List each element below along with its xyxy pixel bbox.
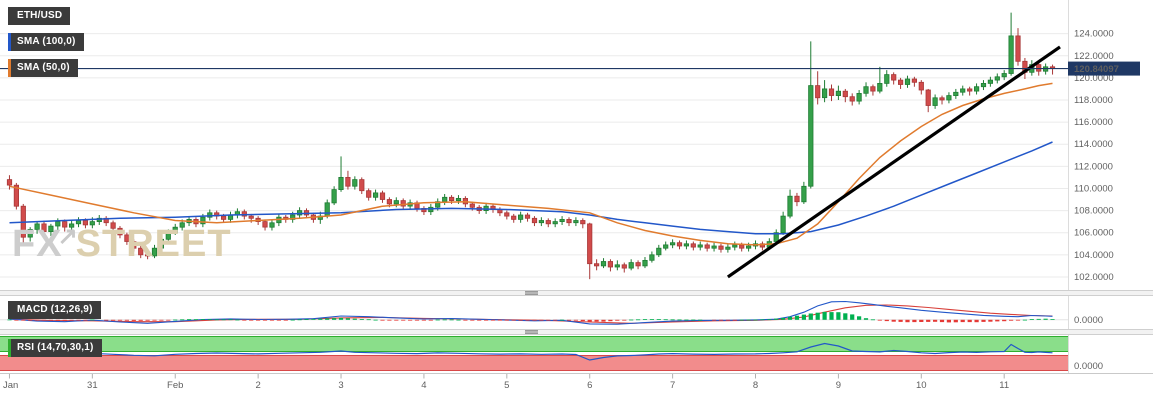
svg-text:120.84097: 120.84097: [1074, 64, 1119, 75]
svg-text:3: 3: [338, 380, 343, 391]
rsi-legend-badge[interactable]: RSI (14,70,30,1): [8, 339, 102, 357]
panel-resize-handle[interactable]: [525, 291, 538, 295]
moving-averages-layer: [9, 82, 1053, 246]
macd-histogram: [7, 311, 1055, 323]
svg-text:11: 11: [999, 380, 1009, 391]
svg-text:9: 9: [836, 380, 841, 391]
svg-text:108.0000: 108.0000: [1074, 206, 1114, 217]
svg-text:2: 2: [255, 380, 260, 391]
panel-divider: [0, 329, 1153, 335]
svg-text:106.0000: 106.0000: [1074, 228, 1114, 239]
svg-text:104.0000: 104.0000: [1074, 250, 1114, 261]
svg-text:7: 7: [670, 380, 675, 391]
svg-text:114.0000: 114.0000: [1074, 139, 1113, 150]
trendline[interactable]: [726, 45, 1061, 279]
svg-text:120.0000: 120.0000: [1074, 73, 1114, 84]
time-axis[interactable]: Jan 31 Feb 2 3 4 5 6 7 8 9 10 11: [0, 373, 1153, 392]
panel-resize-handle[interactable]: [525, 330, 538, 334]
svg-text:0.0000: 0.0000: [1074, 361, 1103, 372]
panel-divider: [0, 290, 1153, 296]
svg-text:0.0000: 0.0000: [1074, 315, 1103, 326]
macd-axis[interactable]: 0.0000: [1074, 315, 1103, 326]
sma100-legend-badge[interactable]: SMA (100,0): [8, 33, 84, 51]
svg-text:124.0000: 124.0000: [1074, 29, 1114, 40]
svg-text:122.0000: 122.0000: [1074, 51, 1114, 62]
svg-text:110.0000: 110.0000: [1074, 183, 1113, 194]
svg-text:102.0000: 102.0000: [1074, 272, 1114, 283]
svg-text:10: 10: [916, 380, 927, 391]
svg-text:5: 5: [504, 380, 509, 391]
svg-text:31: 31: [87, 380, 98, 391]
svg-text:8: 8: [753, 380, 758, 391]
rsi-axis[interactable]: 0.0000: [1074, 361, 1103, 372]
price-gridlines: [0, 33, 1068, 278]
macd-legend-badge[interactable]: MACD (12,26,9): [8, 301, 101, 319]
svg-text:116.0000: 116.0000: [1074, 117, 1113, 128]
svg-text:Feb: Feb: [167, 380, 183, 391]
svg-text:6: 6: [587, 380, 592, 391]
svg-text:118.0000: 118.0000: [1074, 95, 1113, 106]
sma50-legend-badge[interactable]: SMA (50,0): [8, 59, 78, 77]
symbol-badge[interactable]: ETH/USD: [8, 7, 71, 25]
svg-text:112.0000: 112.0000: [1074, 161, 1113, 172]
rsi-panel: [0, 336, 1068, 371]
price-axis[interactable]: 124.0000 122.0000 120.0000 118.0000 116.0000…: [1068, 0, 1114, 373]
current-price-badge: 120.84097: [1068, 61, 1140, 76]
svg-text:Jan: Jan: [3, 380, 18, 391]
svg-text:4: 4: [421, 380, 426, 391]
